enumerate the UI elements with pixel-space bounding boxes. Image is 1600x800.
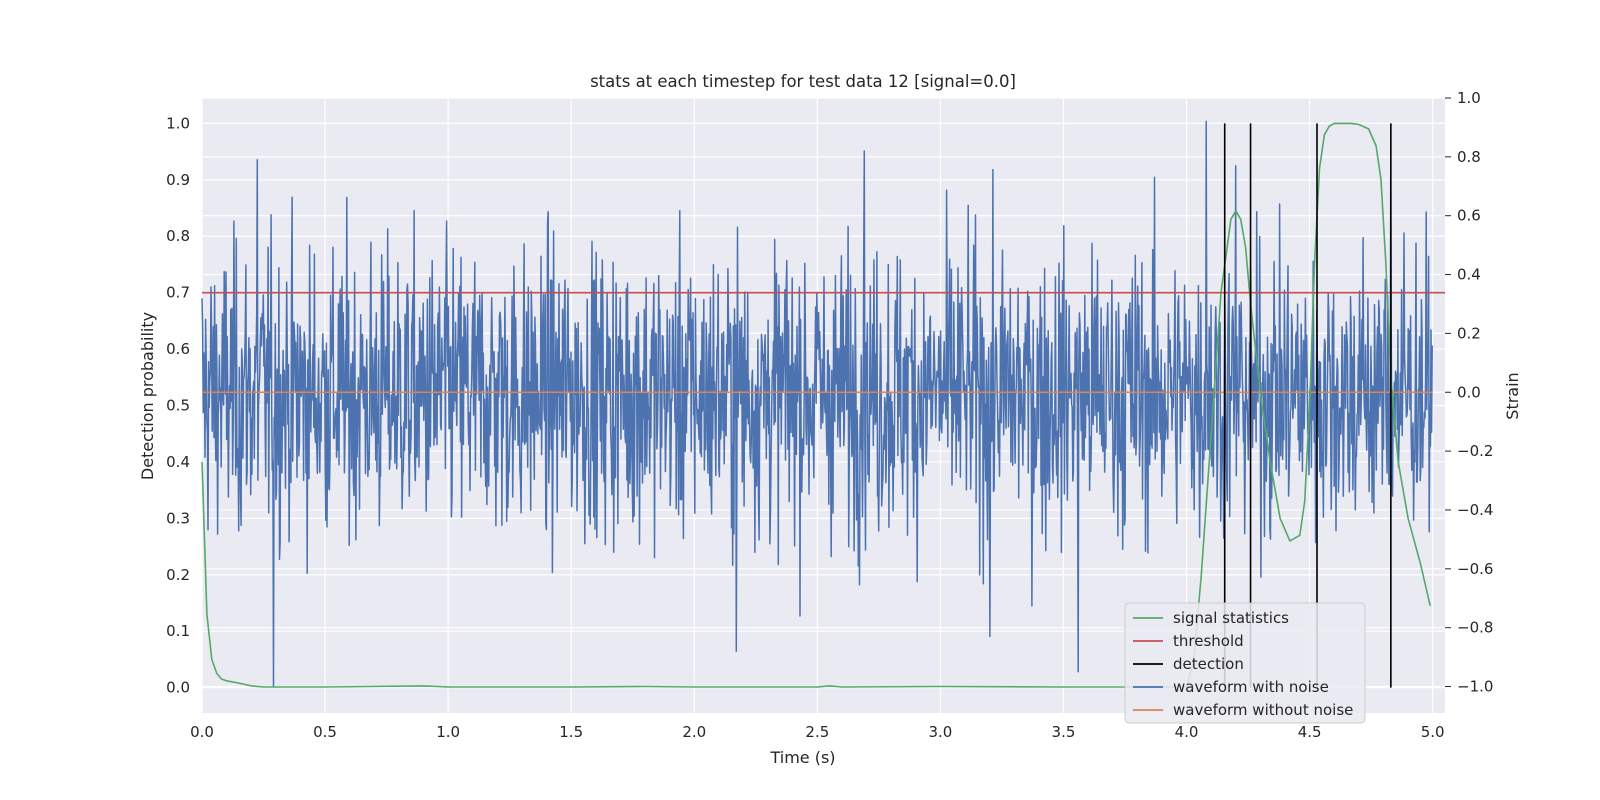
y2-tick-label: 0.2 — [1457, 324, 1481, 342]
x-tick-label: 4.5 — [1298, 723, 1322, 741]
y-tick-label: 0.9 — [166, 171, 190, 189]
y2-tick-label: −0.4 — [1457, 501, 1493, 519]
series-signal-statistics — [201, 122, 1431, 688]
y-tick-label: 0.5 — [166, 397, 190, 415]
y2-tick-label: 0.0 — [1457, 383, 1481, 401]
y-axis-title: Detection probability — [138, 312, 157, 480]
y-tick-label: 0.7 — [166, 284, 190, 302]
y2-tick-label: 0.6 — [1457, 207, 1481, 225]
series-layer — [201, 120, 1445, 688]
y-tick-label: 0.2 — [166, 566, 190, 584]
legend-label: detection — [1173, 655, 1244, 673]
x-tick-label: 5.0 — [1421, 723, 1445, 741]
y-tick-label: 0.6 — [166, 340, 190, 358]
chart-title: stats at each timestep for test data 12 … — [590, 72, 1016, 91]
y2-tick-label: −0.8 — [1457, 619, 1493, 637]
x-axis-ticks: 0.0 0.5 1.0 1.5 2.0 2.5 3.0 3.5 4.0 4.5 5.0 — [190, 723, 1445, 741]
y2-tick-label: −0.6 — [1457, 560, 1493, 578]
y2-tick-label: −0.2 — [1457, 442, 1493, 460]
x-tick-label: 0.5 — [313, 723, 337, 741]
legend-label: waveform with noise — [1173, 678, 1329, 696]
y-tick-label: 1.0 — [166, 114, 190, 132]
legend: signal statistics threshold detection wavef… — [1124, 602, 1366, 724]
x-tick-label: 4.0 — [1175, 723, 1199, 741]
x-tick-label: 2.0 — [682, 723, 706, 741]
y-tick-label: 0.8 — [166, 227, 190, 245]
x-tick-label: 1.5 — [559, 723, 583, 741]
legend-label: waveform without noise — [1173, 701, 1353, 719]
y-tick-label: 0.3 — [166, 509, 190, 527]
x-tick-label: 2.5 — [805, 723, 829, 741]
y-axis-ticks: 0.0 0.1 0.2 0.3 0.4 0.5 0.6 0.7 0.8 0.9 1.0 — [166, 114, 190, 696]
x-tick-label: 1.0 — [436, 723, 460, 741]
legend-label: signal statistics — [1173, 609, 1289, 627]
series-waveform-with-noise — [201, 120, 1433, 688]
y-tick-label: 0.1 — [166, 622, 190, 640]
y2-tick-label: 0.4 — [1457, 266, 1481, 284]
y-tick-label: 0.4 — [166, 453, 190, 471]
y-tick-label: 0.0 — [166, 679, 190, 697]
y2-tick-label: −1.0 — [1457, 678, 1493, 696]
y2-tick-label: 1.0 — [1457, 89, 1481, 107]
y2-axis-title: Strain — [1503, 372, 1522, 419]
x-tick-label: 3.5 — [1052, 723, 1076, 741]
x-tick-label: 0.0 — [190, 723, 214, 741]
x-tick-label: 3.0 — [928, 723, 952, 741]
legend-box — [1124, 602, 1366, 724]
y2-axis-ticks: −1.0 −0.8 −0.6 −0.4 −0.2 0.0 0.2 0.4 0.6 0.8 1.0 — [1445, 89, 1493, 696]
x-axis-title: Time (s) — [769, 748, 835, 767]
y2-tick-label: 0.8 — [1457, 148, 1481, 166]
legend-label: threshold — [1173, 632, 1244, 650]
